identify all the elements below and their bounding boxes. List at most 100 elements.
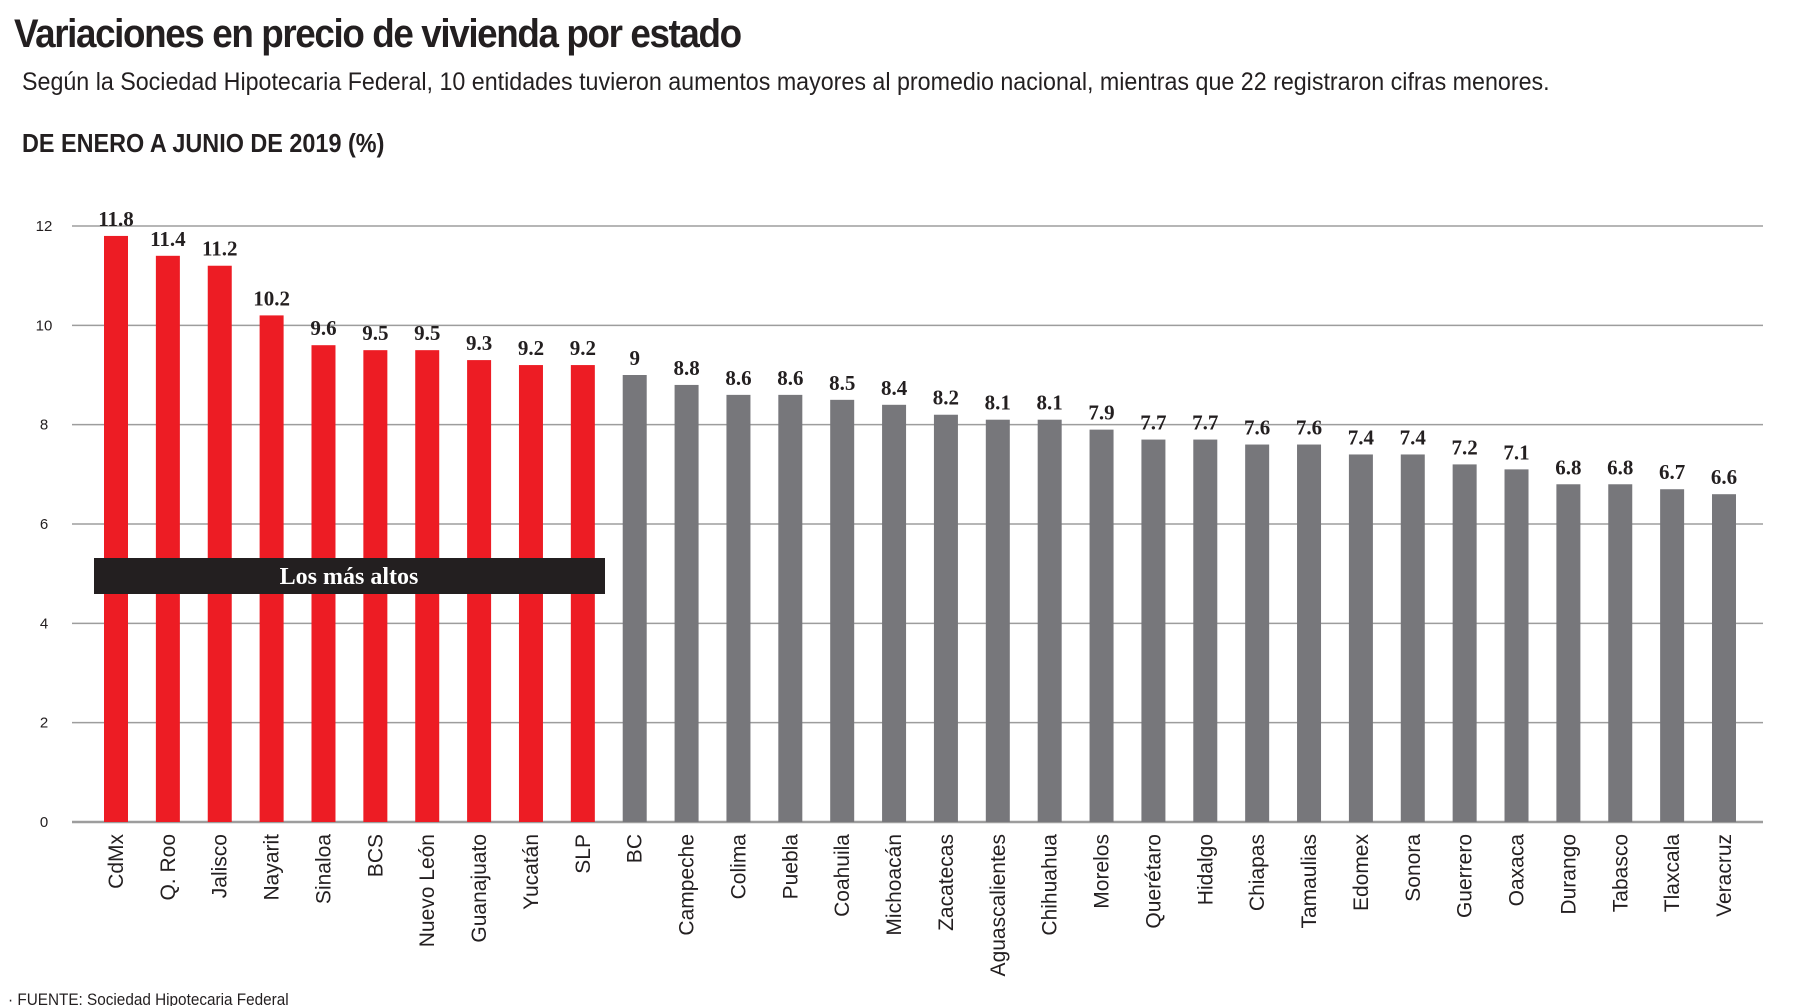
y-tick-label: 4 [40,615,48,632]
source-note: · FUENTE: Sociedad Hipotecaria Federal [8,990,289,1006]
category-label: Tlaxcala [1661,834,1684,913]
data-label: 9.3 [466,331,492,355]
bar [1297,444,1322,822]
bar [830,399,855,822]
category-label: CdMx [105,834,128,889]
data-label: 8.6 [777,366,803,390]
bar [207,265,232,822]
category-label: Colima [727,834,750,900]
data-label: 9.5 [414,321,440,345]
bar [155,255,180,823]
category-label: Morelos [1091,834,1114,909]
category-label: Veracruz [1713,834,1736,917]
category-label: BCS [364,834,387,877]
category-label: Jalisco [209,834,232,898]
category-label: Nuevo León [416,834,439,947]
category-label: SLP [572,834,595,874]
bar [622,375,647,822]
bar [104,235,128,822]
bar [1348,454,1373,822]
highlight-label: Los más altos [280,564,419,590]
bar [1400,454,1425,822]
category-label: Aguascalientes [987,834,1010,976]
data-label: 7.9 [1088,401,1114,425]
data-label: 11.4 [150,227,186,251]
bar [1504,469,1529,822]
data-label: 7.4 [1400,425,1427,449]
highlight-band [94,558,605,594]
bar [985,419,1010,822]
bar [726,394,751,822]
bar [1193,439,1218,822]
bar [1037,419,1062,822]
chart-title: Variaciones en precio de vivienda por es… [14,12,742,56]
data-label: 8.5 [829,371,855,395]
y-tick-label: 10 [36,317,53,334]
data-label: 8.2 [933,386,959,410]
data-label: 8.1 [985,391,1011,415]
bar [1660,489,1685,822]
category-label: Nayarit [261,834,284,901]
category-label: Yucatán [520,834,543,910]
data-label: 6.8 [1607,455,1633,479]
data-label: 9.2 [518,336,544,360]
chart-subtitle: Según la Sociedad Hipotecaria Federal, 1… [22,68,1550,96]
category-label: Zacatecas [935,834,958,931]
data-label: 7.2 [1452,435,1478,459]
category-label: Campeche [676,834,699,936]
data-label: 7.1 [1503,440,1529,464]
bar [778,394,803,822]
category-label: Durango [1557,834,1580,915]
bar [1712,494,1736,822]
category-label: BC [624,834,647,863]
bar [1245,444,1270,822]
category-label: Coahuila [831,834,854,917]
bar [933,414,958,822]
data-label: 8.1 [1037,391,1063,415]
data-label: 7.6 [1296,416,1322,440]
bar [674,384,699,822]
category-label: Guanajuato [468,834,491,943]
category-label: Tabasco [1609,834,1632,912]
data-label: 8.4 [881,376,908,400]
bar [1089,429,1114,822]
category-label: Sinaloa [312,834,335,904]
data-label: 7.6 [1244,416,1270,440]
category-label: Q. Roo [157,834,180,901]
data-label: 10.2 [253,286,290,310]
y-tick-label: 12 [36,218,53,235]
data-label: 6.7 [1659,460,1685,484]
category-label: Michoacán [883,834,906,936]
bar [882,404,907,822]
category-label: Querétaro [1142,834,1165,929]
category-label: Hidalgo [1194,834,1217,905]
y-tick-label: 0 [40,814,48,831]
data-label: 8.8 [673,356,699,380]
y-tick-label: 2 [40,715,48,732]
category-label: Chiapas [1246,834,1269,911]
category-label: Sonora [1402,834,1425,902]
category-label: Puebla [779,834,802,900]
bar [1452,464,1477,822]
y-tick-label: 6 [40,516,48,533]
data-label: 9.2 [570,336,596,360]
data-label: 11.2 [202,237,238,261]
chart-period: DE ENERO A JUNIO DE 2019 (%) [22,128,385,158]
category-label: Edomex [1350,834,1373,912]
data-label: 8.6 [725,366,751,390]
category-label: Oaxaca [1506,834,1529,907]
data-label: 9.6 [310,316,336,340]
data-label: 9.5 [362,321,388,345]
bar [1608,484,1633,822]
category-label: Tamaulias [1298,834,1321,929]
category-label: Chihuahua [1039,834,1062,936]
data-label: 11.8 [98,207,134,231]
bar [1556,484,1581,822]
data-label: 7.7 [1192,411,1218,435]
data-label: 6.6 [1711,465,1737,489]
data-label: 6.8 [1555,455,1581,479]
data-label: 7.4 [1348,425,1375,449]
category-label: Guerrero [1454,834,1477,918]
